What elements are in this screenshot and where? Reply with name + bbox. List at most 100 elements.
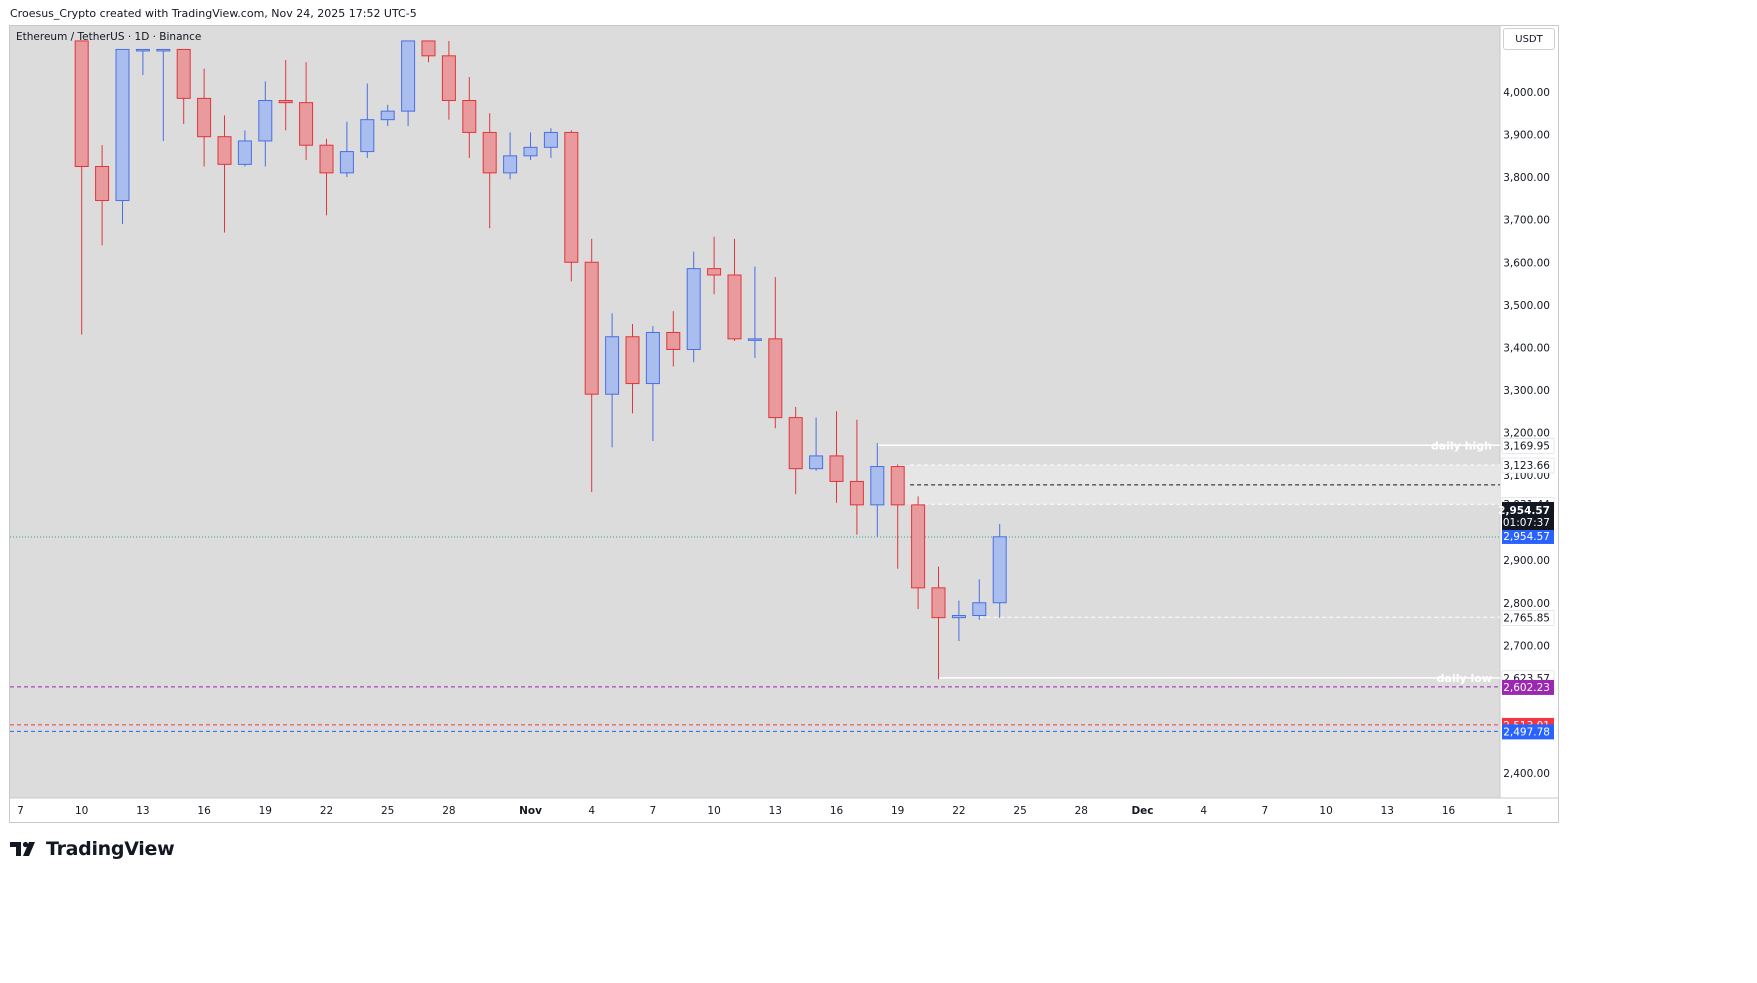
candle-body[interactable] (564, 131, 579, 263)
time-tick-label: 13 (769, 805, 782, 817)
time-tick-label: 7 (1262, 805, 1269, 817)
candle-body[interactable] (809, 455, 824, 470)
time-tick-label: 13 (1381, 805, 1394, 817)
time-tick-label: 25 (1013, 805, 1026, 817)
price-tick-label: 3,400.00 (1503, 342, 1550, 354)
price-axis-panel (1500, 26, 1558, 798)
price-tick-label: 2,800.00 (1503, 598, 1550, 610)
time-tick-label: 4 (1200, 805, 1207, 817)
candle-body[interactable] (441, 55, 456, 102)
candle-body[interactable] (360, 119, 375, 153)
candle-body[interactable] (747, 338, 762, 341)
candle-body[interactable] (645, 331, 660, 385)
price-tick-label: 2,900.00 (1503, 555, 1550, 567)
currency-selector-button[interactable]: USDT (1503, 28, 1555, 50)
candle-body[interactable] (727, 274, 742, 340)
time-tick-label: 22 (320, 805, 333, 817)
candle-body[interactable] (911, 504, 926, 589)
candle-body[interactable] (931, 587, 946, 619)
candle-body[interactable] (707, 268, 722, 276)
candle-body[interactable] (849, 480, 864, 506)
last-price-countdown: 01:07:37 (1503, 517, 1550, 529)
price-badge-2765 (1501, 610, 1555, 626)
candle-body[interactable] (156, 48, 171, 52)
candle-body[interactable] (339, 151, 354, 174)
price-badge-blue (1502, 724, 1554, 740)
price-tick-label: 3,200.00 (1503, 428, 1550, 440)
time-tick-label: 16 (1442, 805, 1456, 817)
price-badge-label: 3,123.66 (1503, 460, 1550, 472)
candle-body[interactable] (278, 100, 293, 104)
time-tick-label: 19 (259, 805, 272, 817)
symbol-label[interactable]: Ethereum / TetherUS · 1D · Binance (16, 31, 202, 43)
price-badge-label: 2,497.78 (1503, 726, 1550, 738)
time-axis-panel (10, 798, 1558, 822)
last-price-value: 2,954.57 (1498, 505, 1550, 517)
candle-body[interactable] (788, 417, 803, 470)
candle-body[interactable] (870, 466, 885, 506)
candle-body[interactable] (523, 146, 538, 157)
candle-body[interactable] (217, 136, 232, 165)
candle-body[interactable] (605, 336, 620, 395)
time-tick-label: 10 (707, 805, 720, 817)
last-price-badge (1502, 502, 1554, 530)
chart-frame (9, 25, 1559, 823)
candle-body[interactable] (503, 155, 518, 174)
candle-body[interactable] (462, 100, 477, 133)
price-tick-label: 3,500.00 (1503, 300, 1550, 312)
candle-body[interactable] (666, 331, 681, 351)
candle-body[interactable] (992, 536, 1007, 604)
price-tick-label: 3,700.00 (1503, 215, 1550, 227)
price-badge-label: 3,169.95 (1503, 440, 1550, 452)
price-tick-label: 3,600.00 (1503, 257, 1550, 269)
price-badge-purple (1502, 679, 1554, 695)
candle-body[interactable] (829, 455, 844, 482)
candle-body[interactable] (74, 40, 89, 167)
tradingview-logo: TradingView (10, 838, 175, 860)
price-tick-label: 2,700.00 (1503, 640, 1550, 652)
price-badge-3123 (1501, 457, 1555, 474)
time-tick-label: 4 (588, 805, 595, 817)
price-tick-label: 2,400.00 (1503, 768, 1550, 780)
candle-body[interactable] (380, 110, 395, 121)
price-tick-label: 3,900.00 (1503, 130, 1550, 142)
candle-body[interactable] (197, 97, 212, 138)
candle-body[interactable] (543, 131, 558, 148)
candle-body[interactable] (972, 602, 987, 617)
candle-body[interactable] (95, 165, 110, 202)
candle-body[interactable] (482, 131, 497, 174)
candle-body[interactable] (319, 144, 334, 174)
candle-body[interactable] (237, 140, 252, 165)
time-tick-label: 10 (1319, 805, 1332, 817)
candle-body[interactable] (115, 48, 130, 202)
candle-body[interactable] (258, 100, 273, 142)
candle-body[interactable] (625, 336, 640, 385)
candle-body[interactable] (299, 102, 314, 146)
candle-body[interactable] (686, 268, 701, 351)
candle-body[interactable] (890, 466, 905, 506)
time-tick-label: 10 (75, 805, 88, 817)
price-tick-label: 4,000.00 (1503, 87, 1550, 99)
candle-body[interactable] (421, 40, 436, 57)
price-tick-label: 3,300.00 (1503, 385, 1550, 397)
time-tick-label: Dec (1131, 805, 1153, 817)
price-badge-label: 2,954.57 (1503, 531, 1550, 543)
time-tick-label: 7 (650, 805, 657, 817)
time-tick-label: 16 (197, 805, 211, 817)
time-tick-label: 25 (381, 805, 394, 817)
candle-body[interactable] (584, 261, 599, 395)
level-text-daily-high: daily high (1431, 439, 1492, 452)
candle-body[interactable] (401, 40, 416, 112)
candle-body[interactable] (951, 615, 966, 619)
time-tick-label: Nov (519, 805, 542, 817)
candle-body[interactable] (768, 338, 783, 419)
candle-body[interactable] (176, 48, 191, 99)
time-tick-label: 28 (442, 805, 455, 817)
candle-body[interactable] (135, 48, 150, 52)
price-badge-daily-high (1501, 438, 1555, 454)
time-tick-label: 13 (136, 805, 149, 817)
price-badge-label: 2,602.23 (1503, 682, 1550, 694)
time-tick-label: 19 (891, 805, 904, 817)
chart-caption: Croesus_Crypto created with TradingView.… (10, 7, 417, 20)
